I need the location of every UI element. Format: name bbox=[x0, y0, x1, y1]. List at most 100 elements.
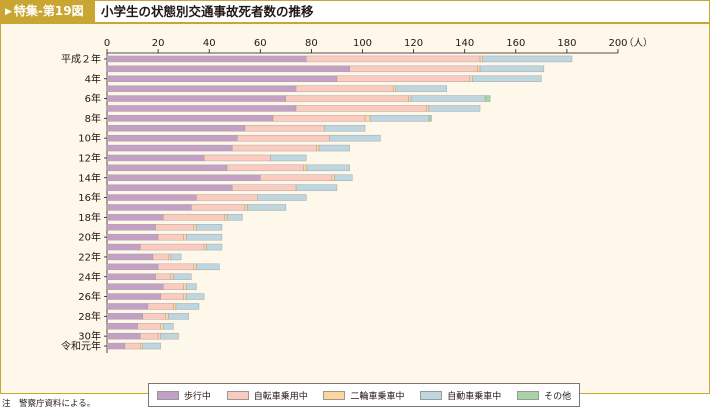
bar-segment bbox=[484, 95, 491, 102]
bar-segment bbox=[140, 332, 159, 340]
bar-segment bbox=[295, 85, 394, 92]
legend-item: 歩行中 bbox=[156, 389, 211, 402]
y-tick-label: 14年 bbox=[78, 171, 101, 184]
bar-segment bbox=[270, 154, 307, 162]
bar-segment bbox=[163, 283, 184, 290]
bar-segment bbox=[306, 55, 481, 63]
bar-segment bbox=[329, 134, 381, 142]
figure-title: 小学生の状態別交通事故死者数の推移 bbox=[101, 4, 314, 19]
bar-segment bbox=[206, 243, 223, 251]
x-tick-label: 180 bbox=[557, 38, 576, 49]
bar-segment bbox=[106, 283, 164, 290]
bar-segment bbox=[165, 313, 169, 320]
x-tick-label: 120 bbox=[404, 38, 423, 49]
x-tick-label: 40 bbox=[203, 38, 216, 49]
bar-segment bbox=[410, 95, 486, 102]
bar-segment bbox=[106, 174, 261, 181]
bar-segment bbox=[106, 273, 156, 280]
bar-segment bbox=[173, 273, 192, 280]
bar-segment bbox=[257, 194, 307, 201]
bar-segment bbox=[408, 95, 412, 102]
x-tick-label: 0 bbox=[104, 38, 110, 49]
bar-segment bbox=[193, 263, 197, 271]
bar-segment bbox=[163, 323, 174, 330]
legend-swatch bbox=[323, 390, 346, 400]
bar-segment bbox=[226, 164, 304, 172]
triangle-right-icon: ▶ bbox=[5, 7, 12, 17]
bar-segment bbox=[247, 204, 287, 211]
bar-segment bbox=[106, 144, 233, 152]
bar-segment bbox=[157, 233, 184, 241]
bar-segment bbox=[203, 154, 271, 162]
y-tick-label: 平成２年 bbox=[61, 52, 101, 65]
legend-item: その他 bbox=[517, 389, 571, 402]
y-tick-label: 18年 bbox=[78, 211, 101, 224]
bar-segment bbox=[106, 125, 246, 132]
bar-segment bbox=[106, 115, 274, 122]
bar-segment bbox=[106, 303, 149, 310]
bar-segment bbox=[193, 224, 197, 231]
bar-segment bbox=[426, 105, 430, 112]
bar-segment bbox=[196, 224, 223, 231]
legend-swatch bbox=[517, 390, 540, 400]
bar-segment bbox=[334, 174, 353, 181]
legend-label: 歩行中 bbox=[183, 391, 211, 402]
bar-segment bbox=[469, 75, 473, 82]
bar-segment bbox=[106, 95, 287, 102]
legend-item: 二輪車乗車中 bbox=[323, 389, 405, 402]
bar-segment bbox=[260, 174, 333, 181]
x-tick-label: 100 bbox=[353, 38, 372, 49]
y-tick-label: 令和元年 bbox=[61, 340, 101, 353]
y-tick-label: 26年 bbox=[78, 290, 101, 303]
bar-segment bbox=[157, 332, 161, 340]
bar-segment bbox=[477, 65, 481, 73]
bar-segment bbox=[285, 95, 409, 102]
x-unit-label: （人） bbox=[624, 37, 653, 49]
bar-segment bbox=[183, 233, 187, 241]
chart-legend: 歩行中 自転車乗用中 二輪車乗車中 自動車乗車中 その他 bbox=[148, 383, 580, 407]
bar-segment bbox=[106, 154, 205, 162]
legend-label: 自動車乗車中 bbox=[447, 391, 502, 402]
bar-segment bbox=[152, 253, 169, 261]
bar-segment bbox=[472, 75, 542, 82]
bar-segment bbox=[124, 342, 141, 350]
bar-segment bbox=[106, 204, 192, 211]
bar-segment bbox=[157, 263, 195, 271]
y-tick-label: 16年 bbox=[78, 191, 101, 204]
bar-segment bbox=[106, 105, 297, 112]
bar-segment bbox=[106, 313, 143, 320]
y-tick-label: 20年 bbox=[78, 231, 101, 244]
y-tick-label: 30年 bbox=[78, 330, 101, 343]
bar-segment bbox=[395, 85, 448, 92]
legend-item: 自動車乗車中 bbox=[420, 389, 501, 402]
bar-segment bbox=[175, 303, 200, 310]
bar-segment bbox=[155, 273, 172, 280]
x-tick-label: 160 bbox=[506, 38, 525, 49]
x-tick-label: 60 bbox=[254, 38, 267, 49]
bar-segment bbox=[196, 194, 258, 201]
bar-segment bbox=[160, 332, 179, 340]
bar-segment bbox=[106, 323, 138, 330]
bar-segment bbox=[369, 115, 430, 122]
legend-swatch bbox=[156, 390, 179, 400]
bar-segment bbox=[316, 144, 320, 152]
bar-segment bbox=[364, 115, 371, 122]
y-tick-label: 6年 bbox=[85, 92, 101, 105]
bar-segment bbox=[140, 243, 205, 251]
bar-segment bbox=[349, 65, 478, 73]
x-tick-label: 20 bbox=[152, 38, 165, 49]
bar-segment bbox=[183, 283, 187, 290]
bar-segment bbox=[137, 323, 161, 330]
bar-segment bbox=[186, 293, 205, 300]
bar-segment bbox=[106, 134, 238, 142]
y-tick-label: 24年 bbox=[78, 270, 101, 283]
chart-panel: 0 20 40 60 80 100 120 140 160 180 200 （人） 平成２年 4年 6年 8年… bbox=[0, 23, 710, 407]
y-tick-label: 10年 bbox=[78, 132, 101, 145]
bar-segment bbox=[336, 75, 471, 82]
bar-segment bbox=[170, 253, 182, 261]
x-tick-label: 200 bbox=[608, 38, 627, 49]
bar-segment bbox=[168, 313, 189, 320]
bar-segment bbox=[479, 55, 483, 63]
bar-segment bbox=[106, 194, 197, 201]
figure-header: ▶ 特集-第19図 小学生の状態別交通事故死者数の推移 bbox=[0, 0, 710, 23]
